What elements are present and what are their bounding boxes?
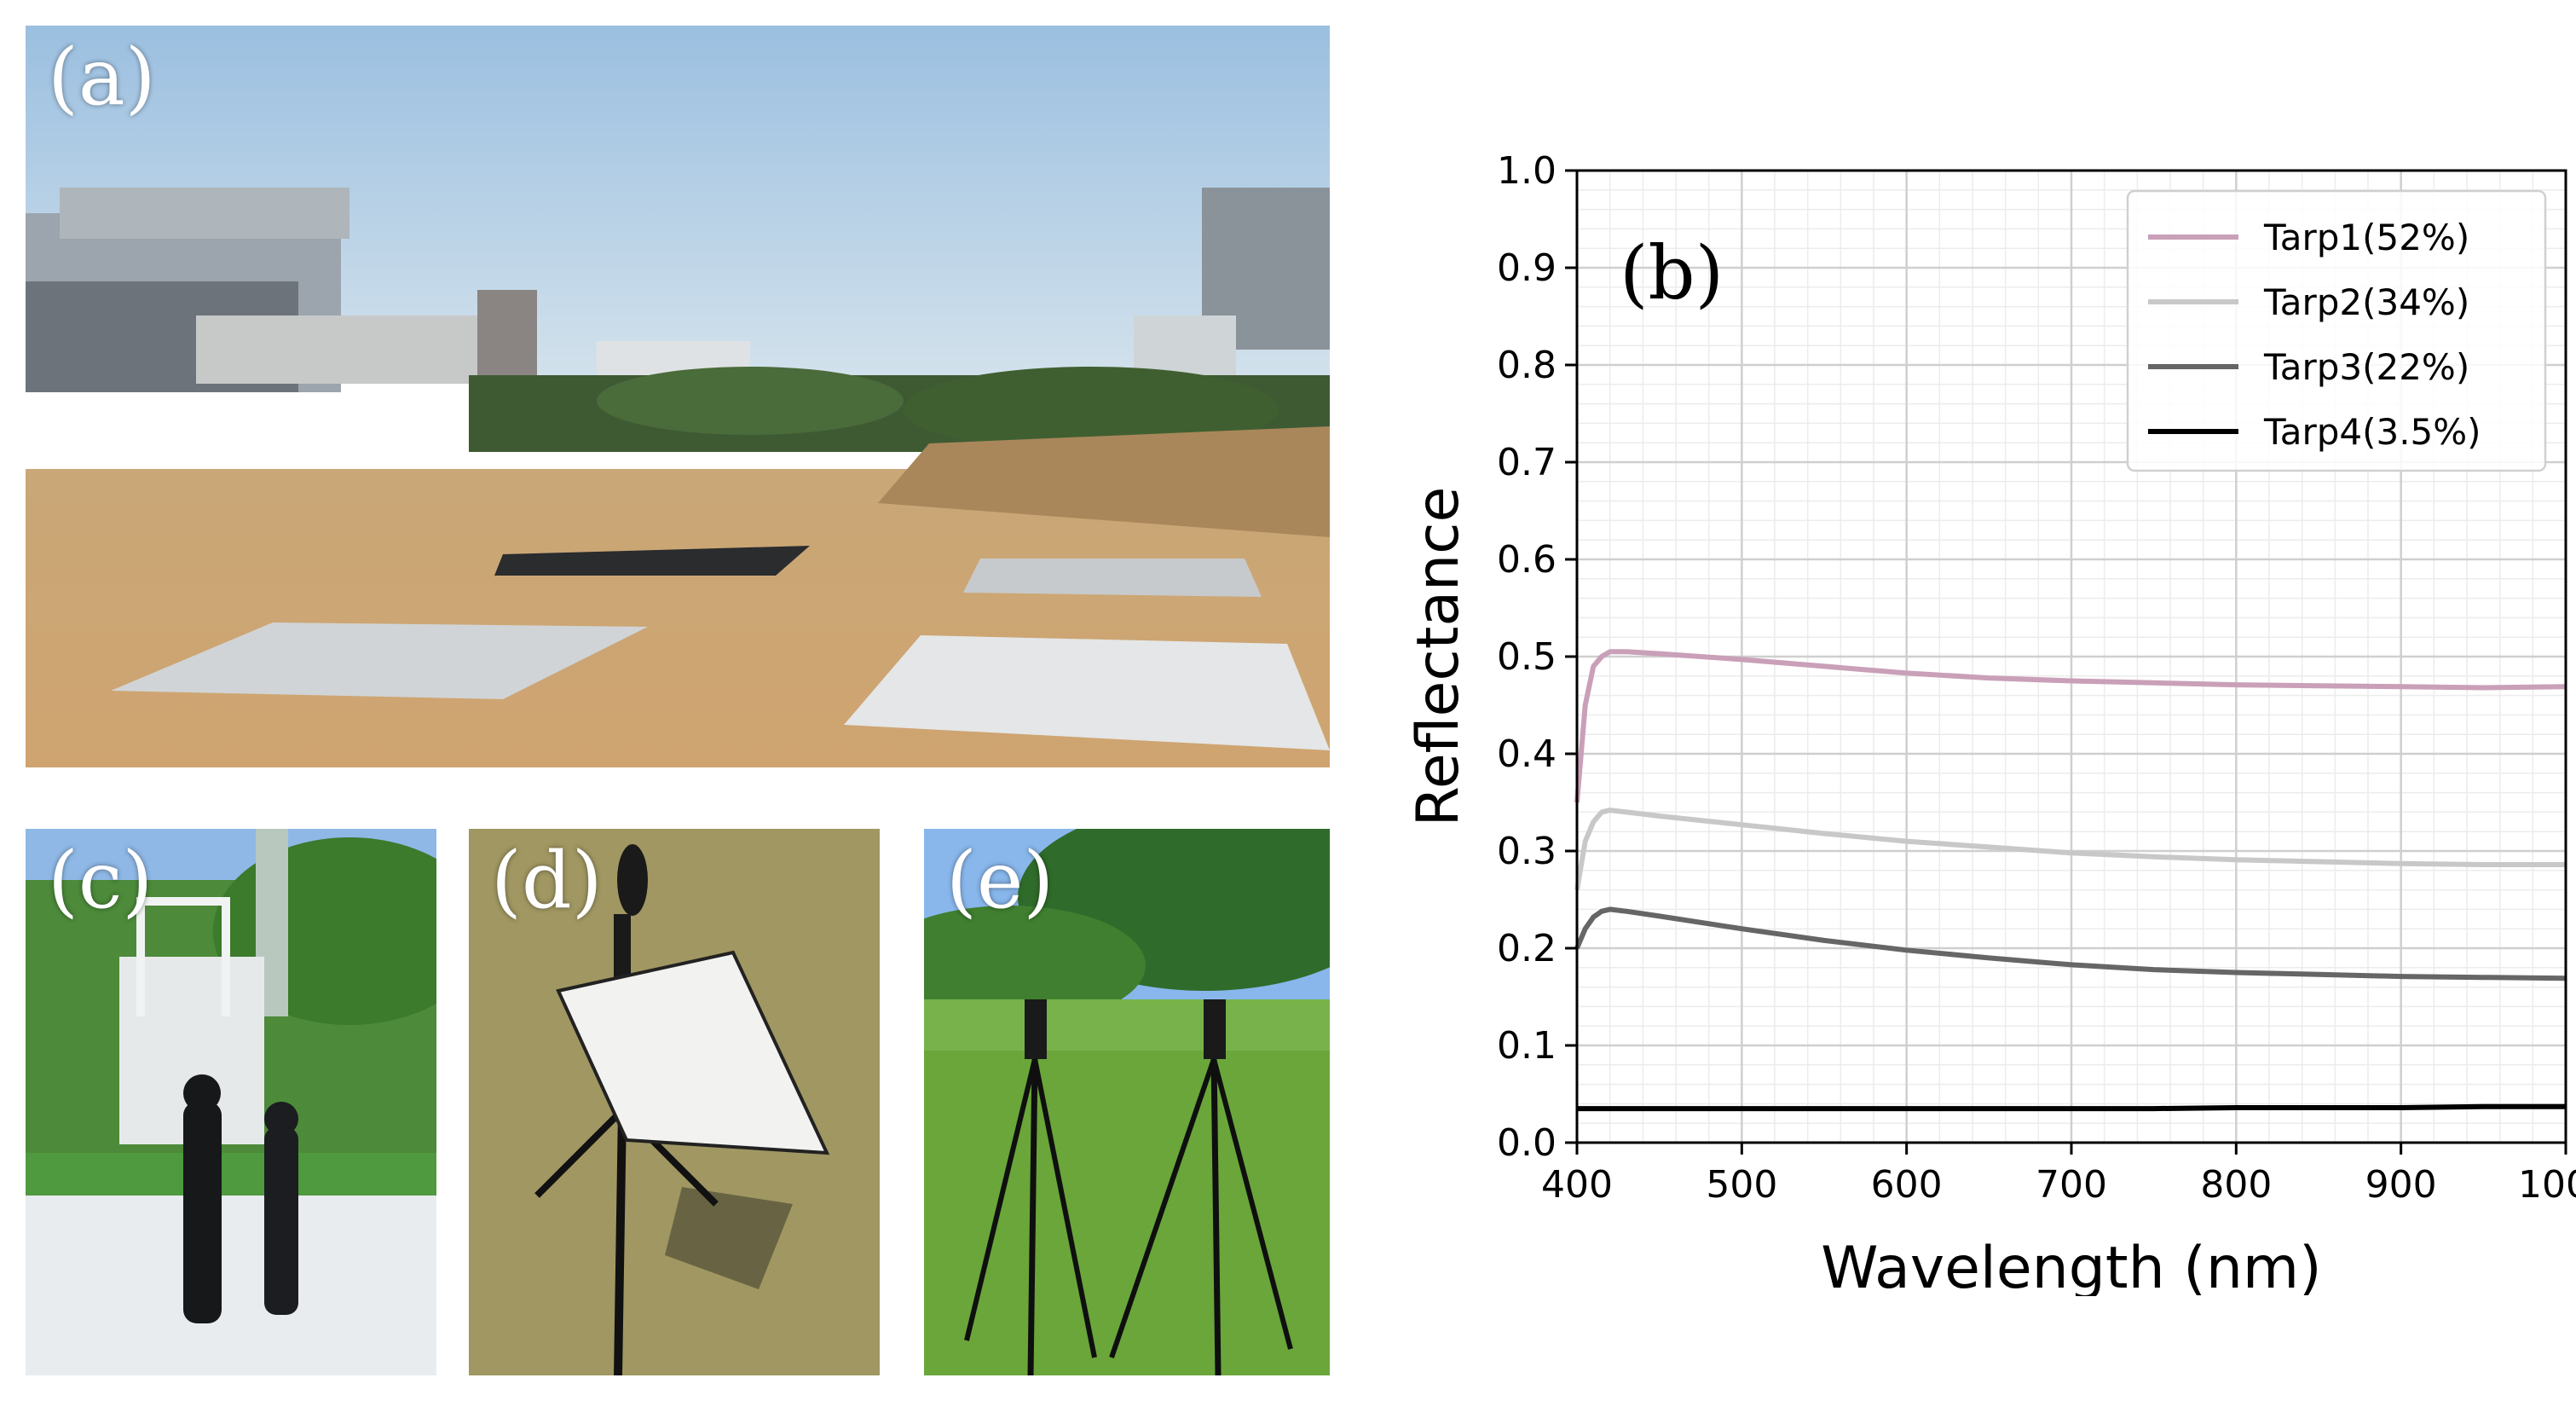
photo-field-tarps: (a): [26, 26, 1330, 767]
tick-labels-layer: 400 500 600 700 800 900 1000 0.0 0.1 0.2 0.3 0.4 0.5…: [1497, 149, 2576, 1207]
field-scene: [26, 26, 1330, 767]
tarp-gray: [111, 622, 648, 699]
y-tick-label: 0.7: [1497, 441, 1557, 484]
panel-label-c: (c): [48, 835, 153, 926]
photo-reference-panel: (d): [469, 829, 880, 1375]
y-tick-label: 0.2: [1497, 927, 1557, 970]
legend-label-2: Tarp2(34%): [2263, 281, 2469, 323]
series-line-4: [1577, 1103, 2566, 1112]
x-tick-label: 600: [1871, 1163, 1943, 1207]
reflectance-chart: 400 500 600 700 800 900 1000 0.0 0.1 0.2 0.3 0.4 0.5…: [1381, 102, 2576, 1296]
y-tick-label: 1.0: [1497, 149, 1557, 193]
photo-people-on-tarp: (c): [26, 829, 436, 1375]
y-axis-title: Reflectance: [1405, 487, 1472, 827]
y-tick-label: 0.3: [1497, 830, 1557, 873]
white-reference-board: [556, 950, 830, 1155]
legend-label-1: Tarp1(52%): [2263, 217, 2469, 258]
legend: Tarp1(52%) Tarp2(34%) Tarp3(22%) Tarp4(3.5%…: [2126, 189, 2547, 472]
x-tick-label: 400: [1541, 1163, 1613, 1207]
x-tick-label: 1000: [2518, 1163, 2576, 1207]
y-tick-label: 0.6: [1497, 538, 1557, 582]
x-axis-title: Wavelength (nm): [1821, 1235, 2321, 1296]
legend-label-4: Tarp4(3.5%): [2263, 411, 2481, 453]
tarp-light-gray: [963, 559, 1262, 597]
y-tick-label: 0.5: [1497, 635, 1557, 679]
panel-label-b: (b): [1620, 231, 1724, 316]
photo-spectrometers: (e): [924, 829, 1330, 1375]
series-line-3: [1574, 906, 2567, 981]
people-scene: [26, 829, 436, 1375]
series-line-2: [1574, 808, 2566, 891]
reference-panel-scene: [469, 829, 880, 1375]
spectrometer-left: [1025, 999, 1047, 1059]
tarp-black: [494, 546, 810, 576]
y-tick-label: 0.1: [1497, 1024, 1557, 1068]
legend-box: [2126, 189, 2547, 472]
panel-label-d: (d): [491, 835, 603, 926]
x-tick-label: 500: [1706, 1163, 1777, 1207]
x-tick-label: 900: [2365, 1163, 2437, 1207]
y-tick-label: 0.4: [1497, 732, 1557, 776]
series-line-1: [1574, 649, 2567, 803]
panel-label-a: (a): [48, 32, 156, 123]
x-tick-label: 800: [2200, 1163, 2272, 1207]
legend-label-3: Tarp3(22%): [2263, 346, 2469, 388]
y-tick-label: 0.0: [1497, 1121, 1557, 1165]
series-lines-layer: [1574, 649, 2567, 1112]
panel-label-e: (e): [946, 835, 1054, 926]
y-tick-label: 0.9: [1497, 246, 1557, 290]
y-tick-label: 0.8: [1497, 344, 1557, 387]
x-tick-label: 700: [2036, 1163, 2107, 1207]
reflectance-chart-svg: 400 500 600 700 800 900 1000 0.0 0.1 0.2 0.3 0.4 0.5…: [1405, 149, 2576, 1296]
tarp-white: [844, 635, 1330, 750]
spectrometer-scene: [924, 829, 1330, 1375]
spectrometer-right: [1204, 999, 1226, 1059]
